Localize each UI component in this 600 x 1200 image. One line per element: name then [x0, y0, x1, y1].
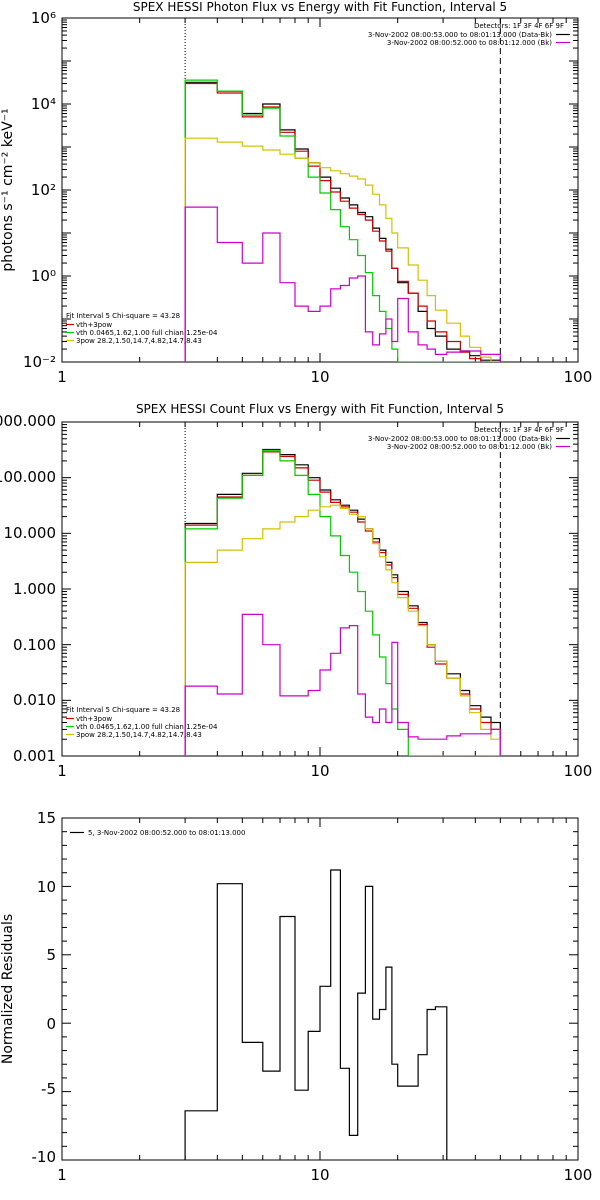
y-tick-label: -5: [41, 1080, 56, 1098]
legend-fit-header: Fit Interval 5 Chi-square = 43.28: [66, 312, 180, 320]
legend-entry-label: 3pow 28.2,1.50,14.7,4.82,14.7,8.43: [76, 337, 202, 345]
y-tick-label: 0.100: [13, 636, 56, 654]
y-tick-label: 5: [46, 946, 56, 964]
y-tick-label: 0: [46, 1015, 56, 1033]
y-tick-label: 10²: [31, 181, 56, 199]
series-background: [184, 613, 501, 756]
panel-2: SPEX HESSI Count Flux vs Energy with Fit…: [0, 402, 592, 780]
series-total: [184, 869, 448, 1160]
series-nonthermal: [184, 504, 501, 756]
legend-entry-label: 3-Nov-2002 08:00:52.000 to 08:01:12.000 …: [387, 443, 552, 451]
series-total: [184, 448, 501, 756]
legend-entry-label: 3-Nov-2002 08:00:53.000 to 08:01:13.000 …: [368, 435, 552, 443]
y-tick-label: 10: [37, 878, 56, 896]
y-tick-label: 10.000: [4, 524, 57, 542]
legend-fit-header: Fit Interval 5 Chi-square = 43.28: [66, 706, 180, 714]
y-tick-label: 10⁻²: [23, 353, 56, 371]
x-tick-label: 10: [310, 762, 329, 780]
legend-detectors: Detectors: 1F 3F 4F 6F 9F: [474, 22, 564, 30]
chart-title: SPEX HESSI Count Flux vs Energy with Fit…: [136, 402, 504, 416]
series-group: [184, 79, 501, 362]
series-group: [184, 869, 448, 1160]
series-nonthermal: [184, 137, 501, 362]
x-tick-label: 10: [310, 1166, 329, 1184]
series-total: [184, 81, 501, 362]
series-thermal: [184, 449, 501, 756]
chart-title: SPEX HESSI Photon Flux vs Energy with Fi…: [133, 0, 507, 14]
y-tick-label: 1.000: [13, 580, 56, 598]
x-tick-label: 1: [57, 368, 67, 386]
y-tick-label: -10: [32, 1148, 57, 1166]
legend-entry-label: vth+3pow: [76, 321, 112, 329]
x-tick-label: 10: [310, 368, 329, 386]
y-tick-label: 0.001: [13, 747, 56, 765]
y-axis-label: photons s⁻¹ cm⁻² keV⁻¹: [0, 108, 16, 271]
panel-1: SPEX HESSI Photon Flux vs Energy with Fi…: [0, 0, 592, 386]
legend-entry-label: vth 0.0465,1.62,1.00 full chian 1.25e-04: [76, 329, 218, 337]
legend-entry-label: 5, 3-Nov-2002 08:00:52.000 to 08:01:13.0…: [88, 829, 245, 837]
legend-entry-label: 3-Nov-2002 08:00:52.000 to 08:01:12.000 …: [387, 39, 552, 47]
legend-entry-label: 3-Nov-2002 08:00:53.000 to 08:01:13.000 …: [368, 31, 552, 39]
y-axis-label: Normalized Residuals: [0, 914, 16, 1064]
panel-3: 1 10 100 -10 -5 0 5 10 15 Normalized Residuals 5, …: [0, 809, 592, 1184]
y-tick-label: 100.000: [0, 468, 56, 486]
x-tick-label: 1: [57, 1166, 67, 1184]
x-tick-label: 100: [564, 368, 593, 386]
x-tick-label: 100: [564, 762, 593, 780]
series-group: [184, 448, 501, 756]
y-tick-label: 15: [37, 809, 56, 827]
series-background: [184, 206, 501, 362]
y-tick-label: 10⁴: [31, 95, 56, 113]
x-tick-label: 1: [57, 762, 67, 780]
series-sum: [184, 82, 501, 362]
y-tick-label: 10⁰: [31, 267, 56, 285]
series-thermal: [184, 79, 501, 362]
legend-entry-label: vth 0.0465,1.62,1.00 full chian 1.25e-04: [76, 723, 218, 731]
legend-entry-label: vth+3pow: [76, 715, 112, 723]
legend-detectors: Detectors: 1F 3F 4F 6F 9F: [474, 426, 564, 434]
legend-entry-label: 3pow 28.2,1.50,14.7,4.82,14.7,8.43: [76, 731, 202, 739]
y-tick-label: 0.010: [13, 691, 56, 709]
x-tick-label: 100: [564, 1166, 593, 1184]
y-tick-label: 10⁶: [31, 9, 56, 27]
